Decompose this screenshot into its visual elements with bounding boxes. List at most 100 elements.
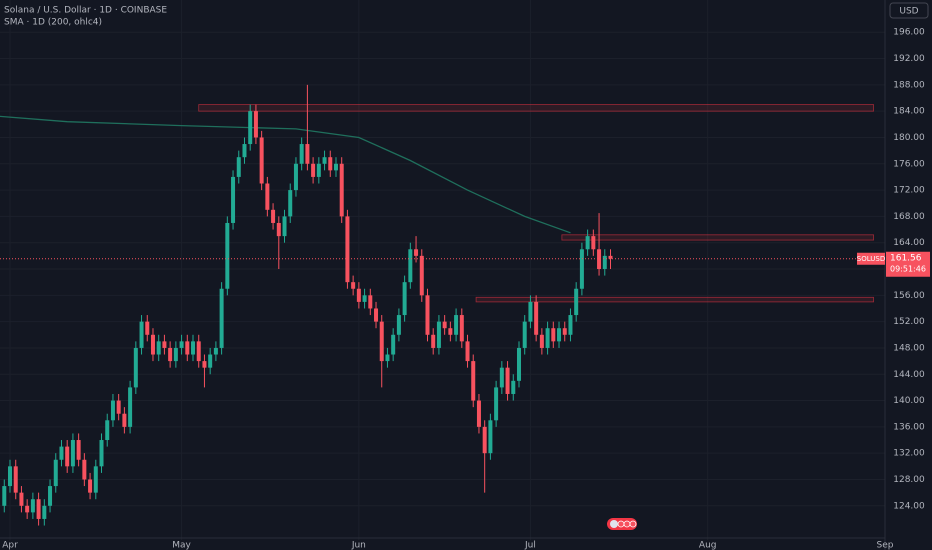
candle-body — [591, 236, 596, 250]
symbol-badge — [857, 252, 885, 265]
indicator-label: SMA · 1D (200, ohlc4) — [4, 18, 102, 28]
x-tick-label: Aug — [699, 541, 717, 550]
symbol-label: SOLUSD — [857, 255, 885, 263]
candle-body — [299, 144, 304, 164]
candle-body — [219, 288, 224, 348]
candle-body — [213, 347, 218, 355]
candle-body — [8, 466, 13, 487]
plot-area — [0, 84, 885, 526]
candle-body — [2, 486, 7, 506]
candle-body — [379, 321, 384, 362]
candle-body — [236, 157, 241, 177]
candle-body — [88, 479, 93, 493]
candle-body — [25, 505, 30, 513]
candle-body — [431, 334, 436, 348]
candle-body — [568, 315, 573, 335]
candle-body — [191, 341, 196, 355]
candle-body — [99, 440, 104, 467]
currency: USD — [899, 7, 918, 17]
candle-body — [516, 347, 521, 381]
y-tick-label: 128.00 — [893, 475, 925, 485]
candle-body — [150, 334, 155, 355]
candle-body — [70, 440, 75, 467]
y-tick-label: 164.00 — [893, 238, 925, 248]
x-tick-label: Apr — [2, 541, 18, 550]
candle-body — [442, 321, 447, 329]
candle-body — [231, 176, 236, 223]
candle-body — [557, 328, 562, 342]
candle-body — [351, 282, 356, 289]
candle-body — [48, 486, 53, 506]
candle-body — [105, 420, 110, 441]
candle-body — [574, 288, 579, 316]
candle-body — [19, 492, 24, 506]
candle-body — [528, 301, 533, 322]
flag-icon — [610, 520, 618, 528]
candle-body — [316, 163, 321, 177]
candle-body — [511, 380, 516, 394]
y-tick-label: 176.00 — [893, 159, 925, 169]
y-tick-label: 196.00 — [893, 28, 925, 38]
candle-body — [385, 354, 390, 362]
candle-body — [185, 341, 190, 355]
candle-body — [53, 459, 58, 487]
candle-body — [265, 183, 270, 210]
y-tick-label: 192.00 — [893, 54, 925, 64]
countdown-label: 09:51:46 — [890, 264, 926, 273]
candle-body — [202, 361, 207, 368]
candle-body — [482, 426, 487, 454]
y-tick-label: 140.00 — [893, 396, 925, 406]
y-tick-label: 168.00 — [893, 212, 925, 222]
candle-body — [465, 341, 470, 362]
price-badge — [886, 251, 930, 277]
candle-body — [551, 328, 556, 342]
candle-body — [242, 144, 247, 158]
y-tick-label: 144.00 — [893, 370, 925, 380]
candle-body — [608, 255, 613, 259]
candle-body — [476, 400, 481, 427]
candle-body — [305, 144, 310, 164]
last-price-label: 161.56 — [890, 253, 922, 263]
candle-body — [396, 315, 401, 335]
candle-body — [282, 216, 287, 237]
event-dot — [623, 520, 631, 528]
x-tick-label: May — [172, 541, 191, 550]
candle-body — [145, 321, 150, 335]
y-tick-label: 136.00 — [893, 422, 925, 432]
candle-body — [128, 387, 133, 427]
currency-button[interactable] — [889, 2, 929, 19]
candle-body — [36, 499, 41, 519]
candle-body — [82, 459, 87, 480]
candle-body — [59, 446, 64, 460]
y-tick-label: 152.00 — [893, 317, 925, 327]
candle-body — [328, 157, 333, 171]
candle-body — [271, 209, 276, 223]
candle-body — [391, 334, 396, 355]
candle-body — [408, 249, 413, 283]
candle-body — [288, 190, 293, 217]
y-tick-label: 148.00 — [893, 343, 925, 353]
candle-body — [168, 347, 173, 362]
y-tick-label: 172.00 — [893, 186, 925, 196]
zone — [475, 296, 874, 303]
candle-body — [139, 321, 144, 348]
candle-body — [471, 361, 476, 401]
candle-body — [436, 321, 441, 348]
candle-body — [448, 328, 453, 335]
candle-body — [597, 249, 602, 270]
candle-body — [259, 137, 264, 184]
candle-body — [179, 341, 184, 348]
y-tick-label: 124.00 — [893, 501, 925, 511]
candle-body — [585, 236, 590, 250]
candle-body — [339, 163, 344, 217]
y-tick-label: 188.00 — [893, 80, 925, 90]
candle-body — [225, 222, 230, 289]
candle-body — [116, 400, 121, 414]
x-tick-label: Sep — [877, 541, 894, 550]
zone — [198, 104, 874, 112]
candle-body — [253, 111, 258, 138]
candle-body — [133, 347, 138, 388]
event-flag[interactable] — [607, 518, 637, 530]
candle-body — [459, 315, 464, 342]
